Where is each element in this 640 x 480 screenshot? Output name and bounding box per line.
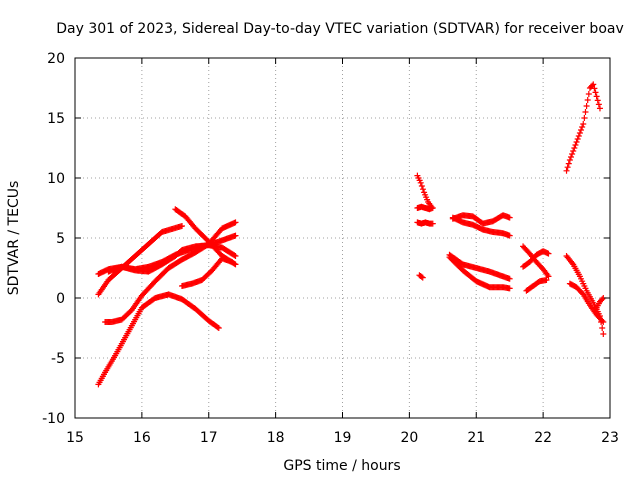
data-point <box>417 179 424 186</box>
x-tick-label: 20 <box>400 430 418 446</box>
x-tick-label: 15 <box>66 430 84 446</box>
series-track-v <box>593 295 607 311</box>
data-point <box>584 97 591 103</box>
data-point <box>569 151 576 157</box>
series-track-u <box>566 280 607 325</box>
series-track-r <box>520 248 552 270</box>
y-tick-label: -10 <box>42 411 65 427</box>
series-track-e <box>105 242 239 275</box>
series-track-b <box>95 223 185 298</box>
data-point <box>563 167 570 174</box>
data-point <box>506 232 513 239</box>
data-point <box>595 101 602 108</box>
data-point <box>179 223 185 229</box>
y-axis-label: SDTVAR / TECUs <box>6 181 22 296</box>
data-point <box>581 115 588 121</box>
data-point <box>506 275 513 282</box>
x-tick-label: 21 <box>467 430 485 446</box>
x-tick-label: 23 <box>601 430 619 446</box>
series-track-j <box>414 219 436 227</box>
data-point <box>232 232 239 239</box>
data-points <box>95 81 607 388</box>
data-point <box>583 103 590 109</box>
data-point <box>418 183 425 189</box>
data-point <box>215 325 222 331</box>
series-track-p <box>520 243 552 280</box>
data-point <box>567 154 574 160</box>
data-point <box>571 145 578 151</box>
data-point <box>596 105 603 112</box>
data-point <box>543 277 550 283</box>
x-tick-label: 22 <box>534 430 552 446</box>
x-tick-label: 17 <box>200 430 218 446</box>
series-track-q <box>523 277 550 294</box>
y-tick-label: 0 <box>56 291 65 307</box>
data-point <box>582 109 589 115</box>
data-point <box>566 157 573 163</box>
data-point <box>599 296 606 303</box>
series-track-o <box>446 254 513 292</box>
x-tick-label: 16 <box>133 430 151 446</box>
data-point <box>579 124 586 130</box>
data-point <box>429 205 436 211</box>
data-point <box>506 214 513 221</box>
y-tick-label: 15 <box>47 111 65 127</box>
data-point <box>576 130 583 136</box>
data-point <box>593 93 600 100</box>
data-point <box>545 250 552 257</box>
data-point <box>599 317 606 324</box>
y-tick-label: -5 <box>51 351 65 367</box>
x-tick-label: 19 <box>334 430 352 446</box>
data-point <box>545 273 552 280</box>
data-point <box>572 142 579 148</box>
data-point <box>578 127 585 133</box>
data-point <box>231 252 238 259</box>
data-point <box>575 133 582 139</box>
y-tick-label: 5 <box>56 231 65 247</box>
data-point <box>592 89 599 96</box>
series-track-c <box>102 219 239 325</box>
data-point <box>570 148 577 154</box>
y-tick-label: 10 <box>47 171 65 187</box>
series-track-g <box>179 255 236 289</box>
data-point <box>564 164 571 171</box>
series-track-s <box>563 81 603 174</box>
series-track-k <box>416 272 426 281</box>
x-tick-label: 18 <box>267 430 285 446</box>
data-point <box>419 186 426 193</box>
series-track-m <box>449 214 513 239</box>
x-axis-label: GPS time / hours <box>283 458 400 474</box>
series-track-i <box>414 203 436 213</box>
data-point <box>600 319 607 325</box>
data-point <box>429 220 436 227</box>
chart-title: Day 301 of 2023, Sidereal Day-to-day VTE… <box>56 21 624 37</box>
data-point <box>591 85 598 92</box>
data-point <box>580 121 587 127</box>
y-tick-label: 20 <box>47 51 65 67</box>
data-point <box>574 136 581 142</box>
data-point <box>229 259 236 265</box>
series-track-d <box>95 291 222 388</box>
data-point <box>565 160 572 167</box>
data-point <box>599 325 606 331</box>
data-point <box>600 331 607 337</box>
data-point <box>232 219 239 226</box>
data-point <box>506 285 513 292</box>
data-point <box>232 253 239 259</box>
data-point <box>594 97 601 104</box>
data-point <box>418 273 425 280</box>
data-point <box>214 324 221 331</box>
data-point <box>590 81 597 88</box>
series-track-l <box>449 212 513 227</box>
axes: 15 16 17 18 19 20 21 22 23 -10 -5 0 5 10 15 20 <box>42 51 619 446</box>
data-point <box>232 261 239 268</box>
data-point <box>585 91 592 97</box>
data-point <box>573 139 580 145</box>
data-point <box>419 274 426 281</box>
grid-lines <box>75 58 610 418</box>
